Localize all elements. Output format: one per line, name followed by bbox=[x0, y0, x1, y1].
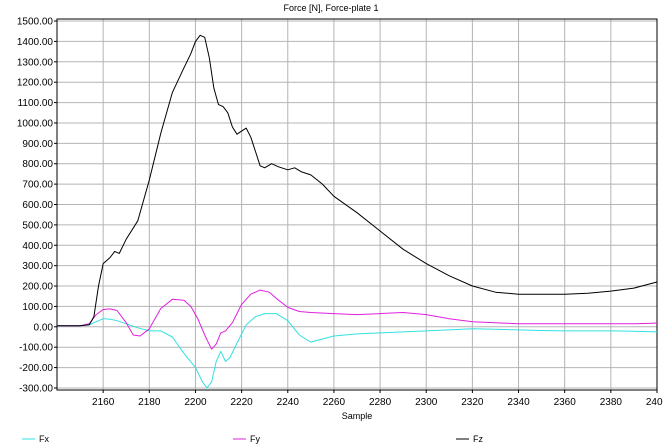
y-tick-label: 1400.00 bbox=[17, 37, 54, 48]
x-tick-label: 2220 bbox=[230, 397, 253, 408]
x-tick-label: 2200 bbox=[184, 397, 207, 408]
x-tick-label: 2280 bbox=[369, 397, 392, 408]
series-line-fy bbox=[57, 289, 658, 350]
y-tick-label: -200.00 bbox=[19, 363, 53, 374]
y-tick-label: 1200.00 bbox=[17, 78, 54, 89]
chart-title: Force [N], Force-plate 1 bbox=[283, 3, 378, 13]
y-tick-label: 700.00 bbox=[22, 180, 53, 191]
y-tick-label: 100.00 bbox=[22, 302, 53, 313]
y-tick-label: 1300.00 bbox=[17, 57, 54, 68]
y-tick-label: 1500.00 bbox=[17, 17, 54, 28]
x-tick-label: 2180 bbox=[138, 397, 161, 408]
y-tick-label: -100.00 bbox=[19, 343, 53, 354]
y-tick-label: 600.00 bbox=[22, 200, 53, 211]
y-tick-label: 1100.00 bbox=[18, 98, 54, 109]
series-line-fx bbox=[57, 313, 658, 389]
x-tick-label: 2360 bbox=[554, 397, 577, 408]
y-tick-label: 400.00 bbox=[22, 241, 53, 252]
y-tick-label: 800.00 bbox=[22, 159, 53, 170]
y-tick-label: 200.00 bbox=[22, 282, 53, 293]
series-lines bbox=[57, 34, 658, 389]
x-axis-ticks: 2160 2180 2200 2220 2240 2260 2280 2300 2320 2340… bbox=[92, 390, 663, 408]
grid bbox=[57, 19, 658, 390]
y-tick-label: -300.00 bbox=[19, 383, 53, 394]
x-tick-label: 2340 bbox=[507, 397, 530, 408]
y-tick-label: 300.00 bbox=[22, 261, 53, 272]
y-axis-ticks: -300.00 -200.00 -100.00 0.00 100.00 200.00 300… bbox=[17, 17, 57, 394]
legend: Fx Fy Fz bbox=[22, 434, 483, 444]
x-axis-label: Sample bbox=[342, 411, 373, 421]
legend-label-fz: Fz bbox=[473, 434, 483, 444]
y-tick-label: 500.00 bbox=[22, 220, 53, 231]
legend-label-fy: Fy bbox=[250, 434, 260, 444]
legend-label-fx: Fx bbox=[39, 434, 49, 444]
x-tick-label: 2160 bbox=[92, 397, 115, 408]
x-tick-label: 2380 bbox=[600, 397, 623, 408]
series-line-fz bbox=[57, 34, 658, 327]
y-tick-label: 0.00 bbox=[34, 322, 54, 333]
y-tick-label: 1000.00 bbox=[17, 118, 54, 129]
x-tick-label: 2400 bbox=[646, 397, 663, 408]
x-tick-label: 2260 bbox=[323, 397, 346, 408]
x-tick-label: 2320 bbox=[461, 397, 484, 408]
y-tick-label: 900.00 bbox=[22, 139, 53, 150]
x-tick-label: 2240 bbox=[277, 397, 300, 408]
x-tick-label: 2300 bbox=[415, 397, 438, 408]
